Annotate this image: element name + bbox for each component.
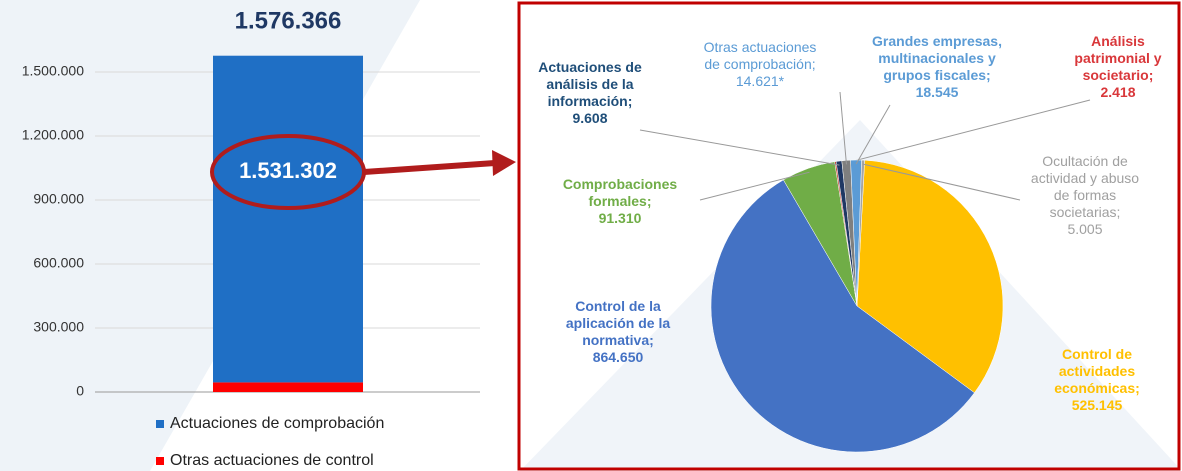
bar-chart: 0 300.000 600.000 900.000 1.200.000 1.500.000… xyxy=(22,7,480,469)
label-line: económicas; xyxy=(1054,380,1140,396)
pie-slice xyxy=(856,159,1004,394)
value-label: 14.621* xyxy=(736,73,785,89)
label-line: Actuaciones de xyxy=(538,59,642,75)
label-line: aplicación de la xyxy=(566,315,670,331)
label-line: actividades xyxy=(1059,363,1135,379)
y-tick-label: 1.500.000 xyxy=(22,63,84,79)
label-line: societarias; xyxy=(1050,204,1121,220)
slice-label: Otras actuaciones de comprobación; 14.621* xyxy=(704,39,817,89)
leader-line xyxy=(855,104,891,165)
value-label: 18.545 xyxy=(916,84,959,100)
slice-label: Grandes empresas, multinacionales y grupos… xyxy=(872,33,1002,100)
leader-line xyxy=(839,91,847,165)
legend-label: Otras actuaciones de control xyxy=(170,452,374,469)
value-label: 864.650 xyxy=(593,349,644,365)
pie-slice xyxy=(710,179,975,453)
leader-line xyxy=(835,99,1091,167)
legend-swatch xyxy=(156,457,164,465)
arrow-head xyxy=(492,150,516,176)
label-line: Ocultación de xyxy=(1042,153,1128,169)
y-tick-label: 600.000 xyxy=(33,255,84,271)
value-label: 2.418 xyxy=(1100,84,1135,100)
label-line: patrimonial y xyxy=(1074,50,1161,66)
slice-label: Control de actividades económicas; 525.145 xyxy=(1054,346,1140,413)
label-line: de formas xyxy=(1054,187,1116,203)
slice-label: Comprobaciones formales; 91.310 xyxy=(563,176,678,226)
slice-label: Actuaciones de análisis de la información;… xyxy=(538,59,642,126)
label-line: normativa; xyxy=(582,332,654,348)
slice-label: Control de la aplicación de la normativa; 8… xyxy=(566,298,670,365)
label-line: formales; xyxy=(588,193,651,209)
y-tick-label: 300.000 xyxy=(33,319,84,335)
arrow-shaft xyxy=(363,160,496,175)
leader-line xyxy=(862,163,1021,201)
data-label: 1.531.302 xyxy=(239,158,337,183)
y-tick-label: 1.200.000 xyxy=(22,127,84,143)
value-label: 5.005 xyxy=(1067,221,1102,237)
value-label: 91.310 xyxy=(599,210,642,226)
bar-segment xyxy=(213,55,363,383)
value-label: 9.608 xyxy=(572,110,607,126)
label-line: grupos fiscales; xyxy=(883,67,990,83)
pie-frame xyxy=(517,1,1181,471)
legend-swatch xyxy=(156,420,164,428)
y-tick-label: 900.000 xyxy=(33,191,84,207)
label-line: información; xyxy=(548,93,633,109)
label-line: Comprobaciones xyxy=(563,176,678,192)
total-label: 1.576.366 xyxy=(235,7,342,34)
value-label: 525.145 xyxy=(1072,397,1123,413)
pie-chart: Control de actividades económicas; 525.145C… xyxy=(538,33,1162,453)
bar-segment xyxy=(213,382,363,392)
slice-label: Análisis patrimonial y societario; 2.418 xyxy=(1074,33,1161,100)
label-line: Grandes empresas, xyxy=(872,33,1002,49)
label-line: Control de xyxy=(1062,346,1132,362)
y-tick-label: 0 xyxy=(76,383,84,399)
leader-line xyxy=(639,129,840,166)
label-line: Control de la xyxy=(575,298,661,314)
label-line: societario; xyxy=(1083,67,1154,83)
leader-line xyxy=(699,171,810,201)
label-line: Análisis xyxy=(1091,33,1145,49)
pie-slice xyxy=(856,159,865,307)
slice-label: Ocultación de actividad y abuso de formas s… xyxy=(1031,153,1139,237)
label-line: actividad y abuso xyxy=(1031,170,1139,186)
label-line: de comprobación; xyxy=(704,56,815,72)
legend-label: Actuaciones de comprobación xyxy=(170,415,384,432)
label-line: análisis de la xyxy=(546,76,633,92)
label-line: Otras actuaciones xyxy=(704,39,817,55)
label-line: multinacionales y xyxy=(878,50,996,66)
